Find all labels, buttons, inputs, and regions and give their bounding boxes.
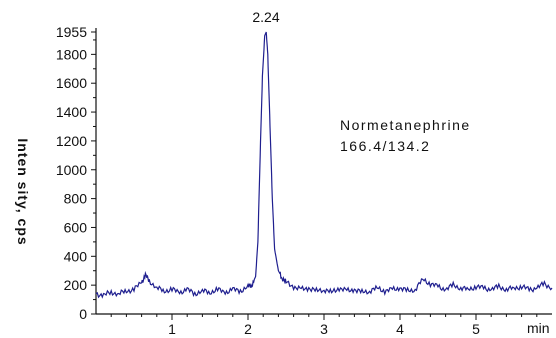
y-tick-label: 600: [64, 219, 88, 235]
x-tick-label: 3: [320, 321, 328, 337]
y-tick-label: 800: [64, 191, 88, 207]
y-tick-label: 1600: [56, 75, 87, 91]
y-tick-label: 1400: [56, 104, 87, 120]
y-tick-label: 1200: [56, 133, 87, 149]
x-tick-label: 4: [396, 321, 404, 337]
compound-name: Normetanephrine: [340, 117, 471, 133]
y-tick-label: 1955: [56, 24, 87, 40]
x-tick-label: 2: [244, 321, 252, 337]
x-tick-label: 1: [168, 321, 176, 337]
y-tick-label: 1000: [56, 162, 87, 178]
x-unit-label: min: [527, 320, 550, 336]
y-tick-label: 1800: [56, 46, 87, 62]
y-axis-label: Inten sity, cps: [15, 138, 31, 245]
x-tick-label: 5: [472, 321, 480, 337]
y-tick-label: 200: [64, 277, 88, 293]
y-axis-ticks: 0 200 400 600 800 1000 1200 1400 1600 1800 1955: [56, 24, 96, 322]
x-axis-ticks: 1 2 3 4 5: [110, 314, 538, 337]
peak-retention-label: 2.24: [252, 9, 279, 25]
chromatogram-trace: [95, 31, 553, 299]
mrm-transition: 166.4/134.2: [340, 138, 430, 154]
y-tick-label: 0: [79, 306, 87, 322]
y-tick-label: 400: [64, 248, 88, 264]
